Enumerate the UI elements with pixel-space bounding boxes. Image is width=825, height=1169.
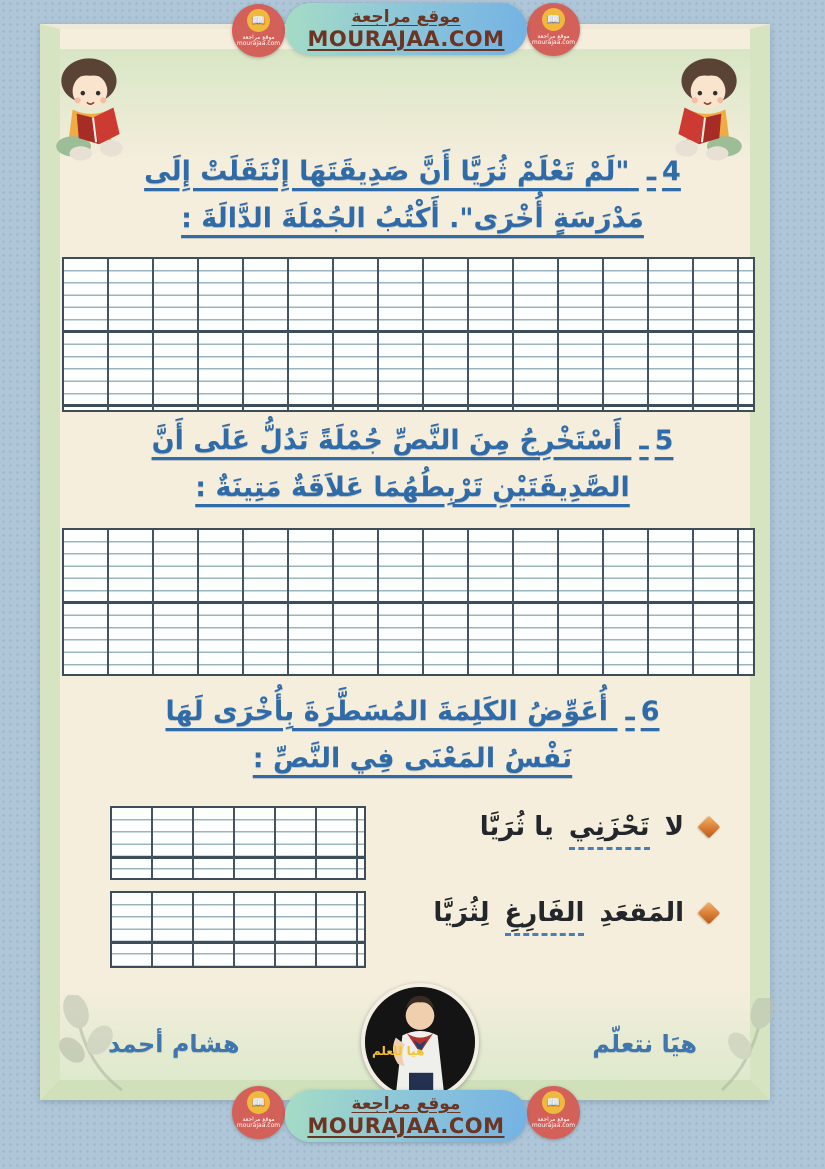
diamond-bullet-icon <box>697 901 721 925</box>
question-5: 5ـ أَسْتَخْرِجُ مِنَ النَّصِّ جُمْلَةً ت… <box>95 417 730 512</box>
site-badge: 📖 موقع مراجعة mourajaa.com <box>527 3 580 56</box>
channel-name: هيَا نتعلّم <box>592 1030 697 1058</box>
diamond-bullet-icon <box>697 815 721 839</box>
reading-boy-left-illustration <box>46 56 138 164</box>
question-5-dash: ـ <box>639 425 649 456</box>
writing-grid-4 <box>110 891 366 968</box>
book-icon-glyph: 📖 <box>546 1096 561 1109</box>
book-icon-glyph: 📖 <box>546 13 561 26</box>
question-4-dash: ـ <box>646 156 657 187</box>
replace-item-1-text: لا تَحْزَنِي يا ثُرَيَّا <box>477 812 687 850</box>
leaf-decoration <box>59 995 123 1092</box>
book-icon: 📖 <box>542 1091 565 1114</box>
site-name: موقع مراجعة <box>351 7 461 27</box>
reading-boy-right-illustration <box>660 56 752 164</box>
book-icon: 📖 <box>247 9 270 32</box>
badge-url: mourajaa.com <box>236 40 281 48</box>
question-6-text: أُعَوِّضُ الكَلِمَةَ المُسَطَّرَةَ بِأُخ… <box>165 696 609 775</box>
item-1-post: يا ثُرَيَّا <box>479 812 554 842</box>
site-name: موقع مراجعة <box>351 1094 461 1114</box>
writing-grid-2 <box>62 528 755 676</box>
site-url: MOURAJAA.COM <box>307 27 505 51</box>
replace-item-1: لا تَحْزَنِي يا ثُرَيَّا <box>477 812 721 850</box>
writing-grid-1 <box>62 257 755 412</box>
item-2-underlined-word: الفَارِغِ <box>504 898 585 936</box>
book-icon: 📖 <box>247 1091 270 1114</box>
site-badge: 📖 موقع مراجعة mourajaa.com <box>232 4 285 57</box>
replace-item-2-text: المَقعَدِ الفَارِغِ لِثُرَيَّا <box>430 898 687 936</box>
badge-title: موقع مراجعة <box>537 1116 570 1123</box>
book-icon-glyph: 📖 <box>251 14 266 27</box>
writing-grid-3 <box>110 806 366 880</box>
photo-caption: هيا للعلم <box>372 1044 425 1058</box>
badge-url: mourajaa.com <box>236 1122 281 1130</box>
author-name: هشام أحمد <box>108 1030 240 1058</box>
item-2-post: لِثُرَيَّا <box>433 898 490 928</box>
footer-banner-pill: موقع مراجعة MOURAJAA.COM <box>285 1090 527 1142</box>
teacher-photo: هيا للعلم <box>361 983 479 1101</box>
book-icon-glyph: 📖 <box>251 1096 266 1109</box>
question-6: 6ـ أُعَوِّضُ الكَلِمَةَ المُسَطَّرَةَ بِ… <box>140 688 685 783</box>
badge-url: mourajaa.com <box>531 1122 576 1130</box>
reading-boy-icon <box>675 58 742 161</box>
book-icon: 📖 <box>542 8 565 31</box>
question-5-text: أَسْتَخْرِجُ مِنَ النَّصِّ جُمْلَةً تَدُ… <box>151 425 630 504</box>
question-6-dash: ـ <box>625 696 635 727</box>
site-url: MOURAJAA.COM <box>307 1114 505 1138</box>
question-5-number: 5 <box>654 425 674 456</box>
replace-item-2: المَقعَدِ الفَارِغِ لِثُرَيَّا <box>430 898 721 936</box>
reading-boy-icon <box>56 58 123 161</box>
item-2-pre: المَقعَدِ <box>599 898 684 928</box>
teacher-photo-figure <box>365 987 475 1097</box>
leaf-decoration <box>720 998 774 1092</box>
site-badge: 📖 موقع مراجعة mourajaa.com <box>527 1086 580 1139</box>
badge-url: mourajaa.com <box>531 39 576 47</box>
question-4-text: "لَمْ تَعْلَمْ ثُرَيَّا أَنَّ صَدِيقَتَه… <box>144 156 644 235</box>
question-4-number: 4 <box>662 156 681 187</box>
question-4: 4ـ "لَمْ تَعْلَمْ ثُرَيَّا أَنَّ صَدِيقَ… <box>95 148 730 243</box>
badge-title: موقع مراجعة <box>242 1116 275 1123</box>
question-6-number: 6 <box>640 696 660 727</box>
header-banner-pill: موقع مراجعة MOURAJAA.COM <box>285 3 527 55</box>
badge-title: موقع مراجعة <box>242 34 275 41</box>
item-1-pre: لا <box>664 812 684 842</box>
site-badge: 📖 موقع مراجعة mourajaa.com <box>232 1086 285 1139</box>
item-1-underlined-word: تَحْزَنِي <box>568 812 650 850</box>
badge-title: موقع مراجعة <box>537 33 570 40</box>
